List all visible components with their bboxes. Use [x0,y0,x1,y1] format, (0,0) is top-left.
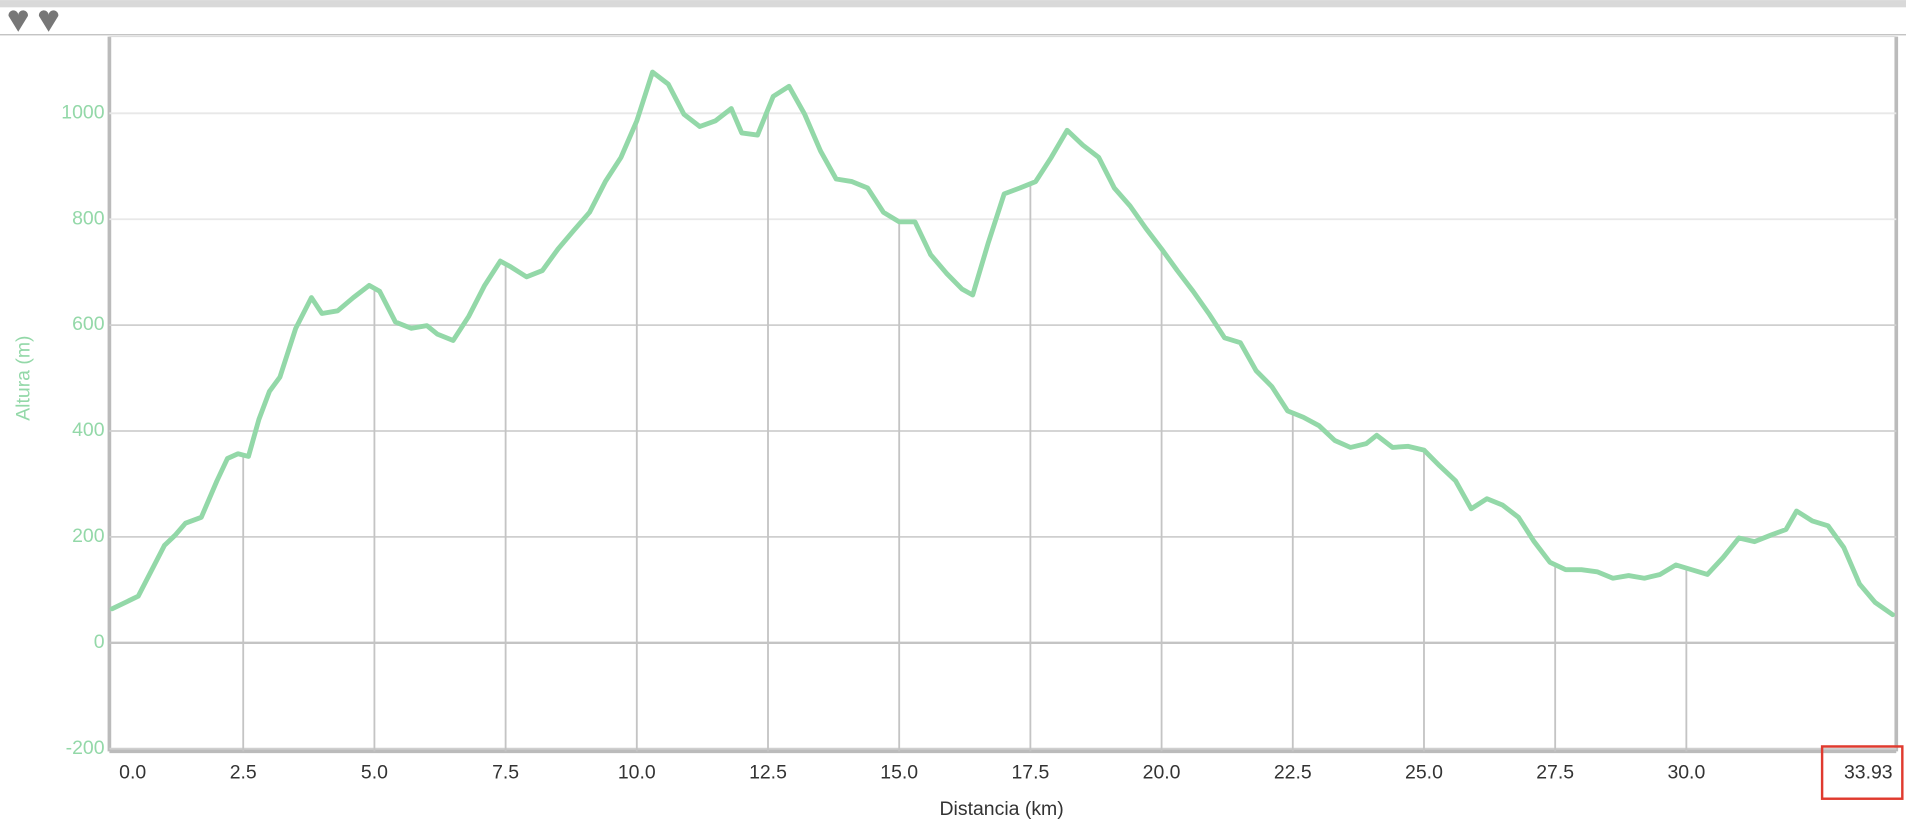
x-tick-label: 30.0 [1667,761,1705,783]
y-tick-label: -200 [66,737,105,759]
x-axis-title: Distancia (km) [940,798,1064,820]
y-tick-label: 200 [72,525,105,547]
highlight-box [1820,745,1904,800]
x-tick-label: 2.5 [230,761,257,783]
x-tick-label: 20.0 [1143,761,1181,783]
plot [109,69,1896,618]
x-tick-label: 22.5 [1274,761,1312,783]
x-tick-label: 33.93 [1844,761,1893,783]
y-tick-label: 600 [72,313,105,335]
x-tick-label: 7.5 [492,761,519,783]
y-tick-label: 800 [72,207,105,229]
elevation-line [109,69,1896,618]
x-tick-label: 10.0 [618,761,656,783]
x-tick-label: 15.0 [880,761,918,783]
toolbar [0,7,1906,35]
y-tick-label: 0 [94,631,105,653]
marker-icon[interactable] [8,10,28,32]
x-tick-label: 0.0 [119,761,146,783]
x-tick-label: 17.5 [1011,761,1049,783]
top-bar [0,0,1906,8]
x-tick-label: 25.0 [1405,761,1443,783]
y-tick-label: 1000 [61,101,104,123]
x-tick-label: 12.5 [749,761,787,783]
grid: -200 0 200 400 600 800 1000 0.0 2.5 5.0 7.5 10.0 12.… [61,35,1904,800]
marker-icon[interactable] [38,10,59,32]
y-axis-title: Altura (m) [12,335,34,420]
x-tick-label: 5.0 [361,761,388,783]
y-tick-label: 400 [72,419,105,441]
x-tick-label: 27.5 [1536,761,1574,783]
